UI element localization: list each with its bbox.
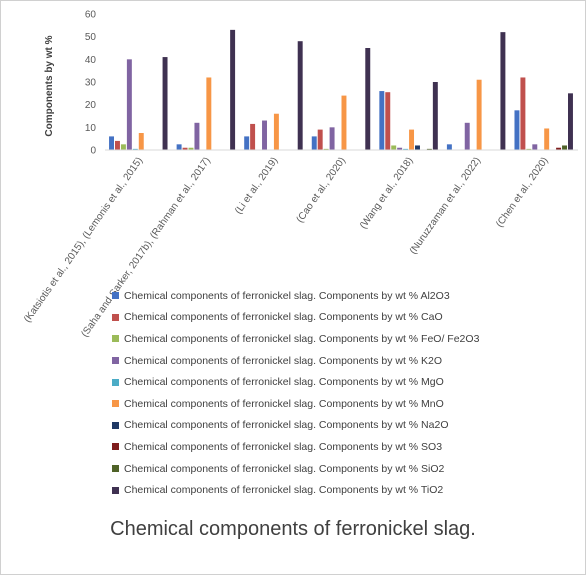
legend-swatch — [112, 486, 119, 494]
y-tick-label: 60 — [85, 10, 97, 21]
x-tick-label: (Li et al., 2019) — [233, 155, 280, 216]
legend-swatch — [112, 335, 119, 343]
legend-label: Chemical components of ferronickel slag.… — [124, 354, 443, 367]
bar — [365, 48, 371, 150]
legend-label: Chemical components of ferronickel slag.… — [124, 440, 443, 453]
bar — [206, 77, 212, 150]
bar — [464, 122, 470, 150]
bar — [138, 133, 144, 150]
legend-swatch — [112, 313, 119, 321]
bar — [391, 145, 397, 150]
x-tick-label: (Nuruzzaman et al., 2022) — [408, 155, 483, 256]
legend-item: Chemical components of ferronickel slag.… — [112, 328, 479, 350]
legend-swatch — [112, 421, 119, 429]
legend-label: Chemical components of ferronickel slag.… — [124, 484, 444, 497]
y-tick-label: 0 — [90, 146, 96, 157]
bar — [182, 147, 188, 150]
bar — [432, 82, 438, 150]
bar — [162, 57, 168, 150]
bar — [126, 59, 132, 150]
bar — [500, 32, 506, 150]
bar — [568, 93, 573, 150]
y-tick-label: 10 — [85, 123, 97, 134]
y-axis: 0 10 20 30 40 50 60 — [85, 10, 97, 157]
bar — [446, 144, 452, 150]
bar — [514, 110, 520, 150]
legend-item: Chemical components of ferronickel slag.… — [112, 350, 479, 372]
x-tick-label: (Wang et al., 2018) — [358, 155, 416, 231]
bar — [250, 123, 256, 150]
bar — [273, 113, 279, 150]
bar — [526, 148, 532, 150]
bar — [317, 129, 323, 150]
legend-label: Chemical components of ferronickel slag.… — [124, 376, 444, 389]
bar — [323, 148, 329, 150]
bar — [188, 147, 194, 150]
bar — [176, 144, 182, 150]
x-tick-label: (Chen et al., 2020) — [494, 155, 551, 229]
y-tick-label: 40 — [85, 55, 97, 66]
legend-swatch — [112, 400, 119, 408]
y-tick-label: 20 — [85, 100, 97, 111]
bar — [409, 129, 415, 150]
legend-swatch — [112, 292, 119, 300]
bar — [297, 41, 303, 151]
legend-item: Chemical components of ferronickel slag.… — [112, 371, 479, 393]
legend-swatch — [112, 378, 119, 386]
bar — [476, 79, 482, 150]
legend-item: Chemical components of ferronickel slag.… — [112, 458, 479, 480]
legend-label: Chemical components of ferronickel slag.… — [124, 397, 444, 410]
legend-label: Chemical components of ferronickel slag.… — [124, 462, 445, 475]
bar — [385, 92, 391, 150]
bar — [556, 147, 562, 150]
legend-item: Chemical components of ferronickel slag.… — [112, 393, 479, 415]
bar — [520, 77, 526, 150]
legend-swatch — [112, 465, 119, 473]
bar — [115, 140, 120, 150]
legend-swatch — [112, 357, 119, 365]
bar — [544, 128, 550, 150]
legend-label: Chemical components of ferronickel slag.… — [124, 289, 450, 302]
y-axis-label: Components by wt % — [44, 35, 55, 136]
bar — [230, 29, 236, 150]
bar — [415, 145, 420, 150]
legend: Chemical components of ferronickel slag.… — [112, 285, 479, 501]
legend-item: Chemical components of ferronickel slag.… — [112, 285, 479, 307]
bar — [120, 144, 126, 150]
bar — [562, 145, 567, 150]
bar — [426, 148, 432, 150]
bar — [532, 144, 538, 150]
bar — [132, 148, 138, 150]
legend-item: Chemical components of ferronickel slag.… — [112, 415, 479, 437]
legend-item: Chemical components of ferronickel slag.… — [112, 479, 479, 501]
bar — [397, 147, 403, 150]
bar — [379, 91, 385, 150]
bar — [403, 148, 409, 150]
bar — [329, 127, 335, 150]
y-tick-label: 30 — [85, 78, 97, 89]
legend-label: Chemical components of ferronickel slag.… — [124, 332, 480, 345]
bar — [109, 136, 114, 150]
bars — [109, 29, 573, 151]
bar — [262, 120, 267, 150]
x-tick-label: (Cao et al., 2020) — [295, 155, 348, 225]
bar — [311, 136, 317, 150]
chart-title: Chemical components of ferronickel slag. — [110, 518, 476, 540]
bar — [341, 95, 347, 150]
bar — [244, 136, 250, 150]
y-tick-label: 50 — [85, 32, 97, 43]
bar — [194, 122, 200, 150]
legend-label: Chemical components of ferronickel slag.… — [124, 419, 449, 432]
legend-swatch — [112, 443, 119, 451]
legend-label: Chemical components of ferronickel slag.… — [124, 311, 443, 324]
legend-item: Chemical components of ferronickel slag.… — [112, 436, 479, 458]
legend-item: Chemical components of ferronickel slag.… — [112, 307, 479, 329]
